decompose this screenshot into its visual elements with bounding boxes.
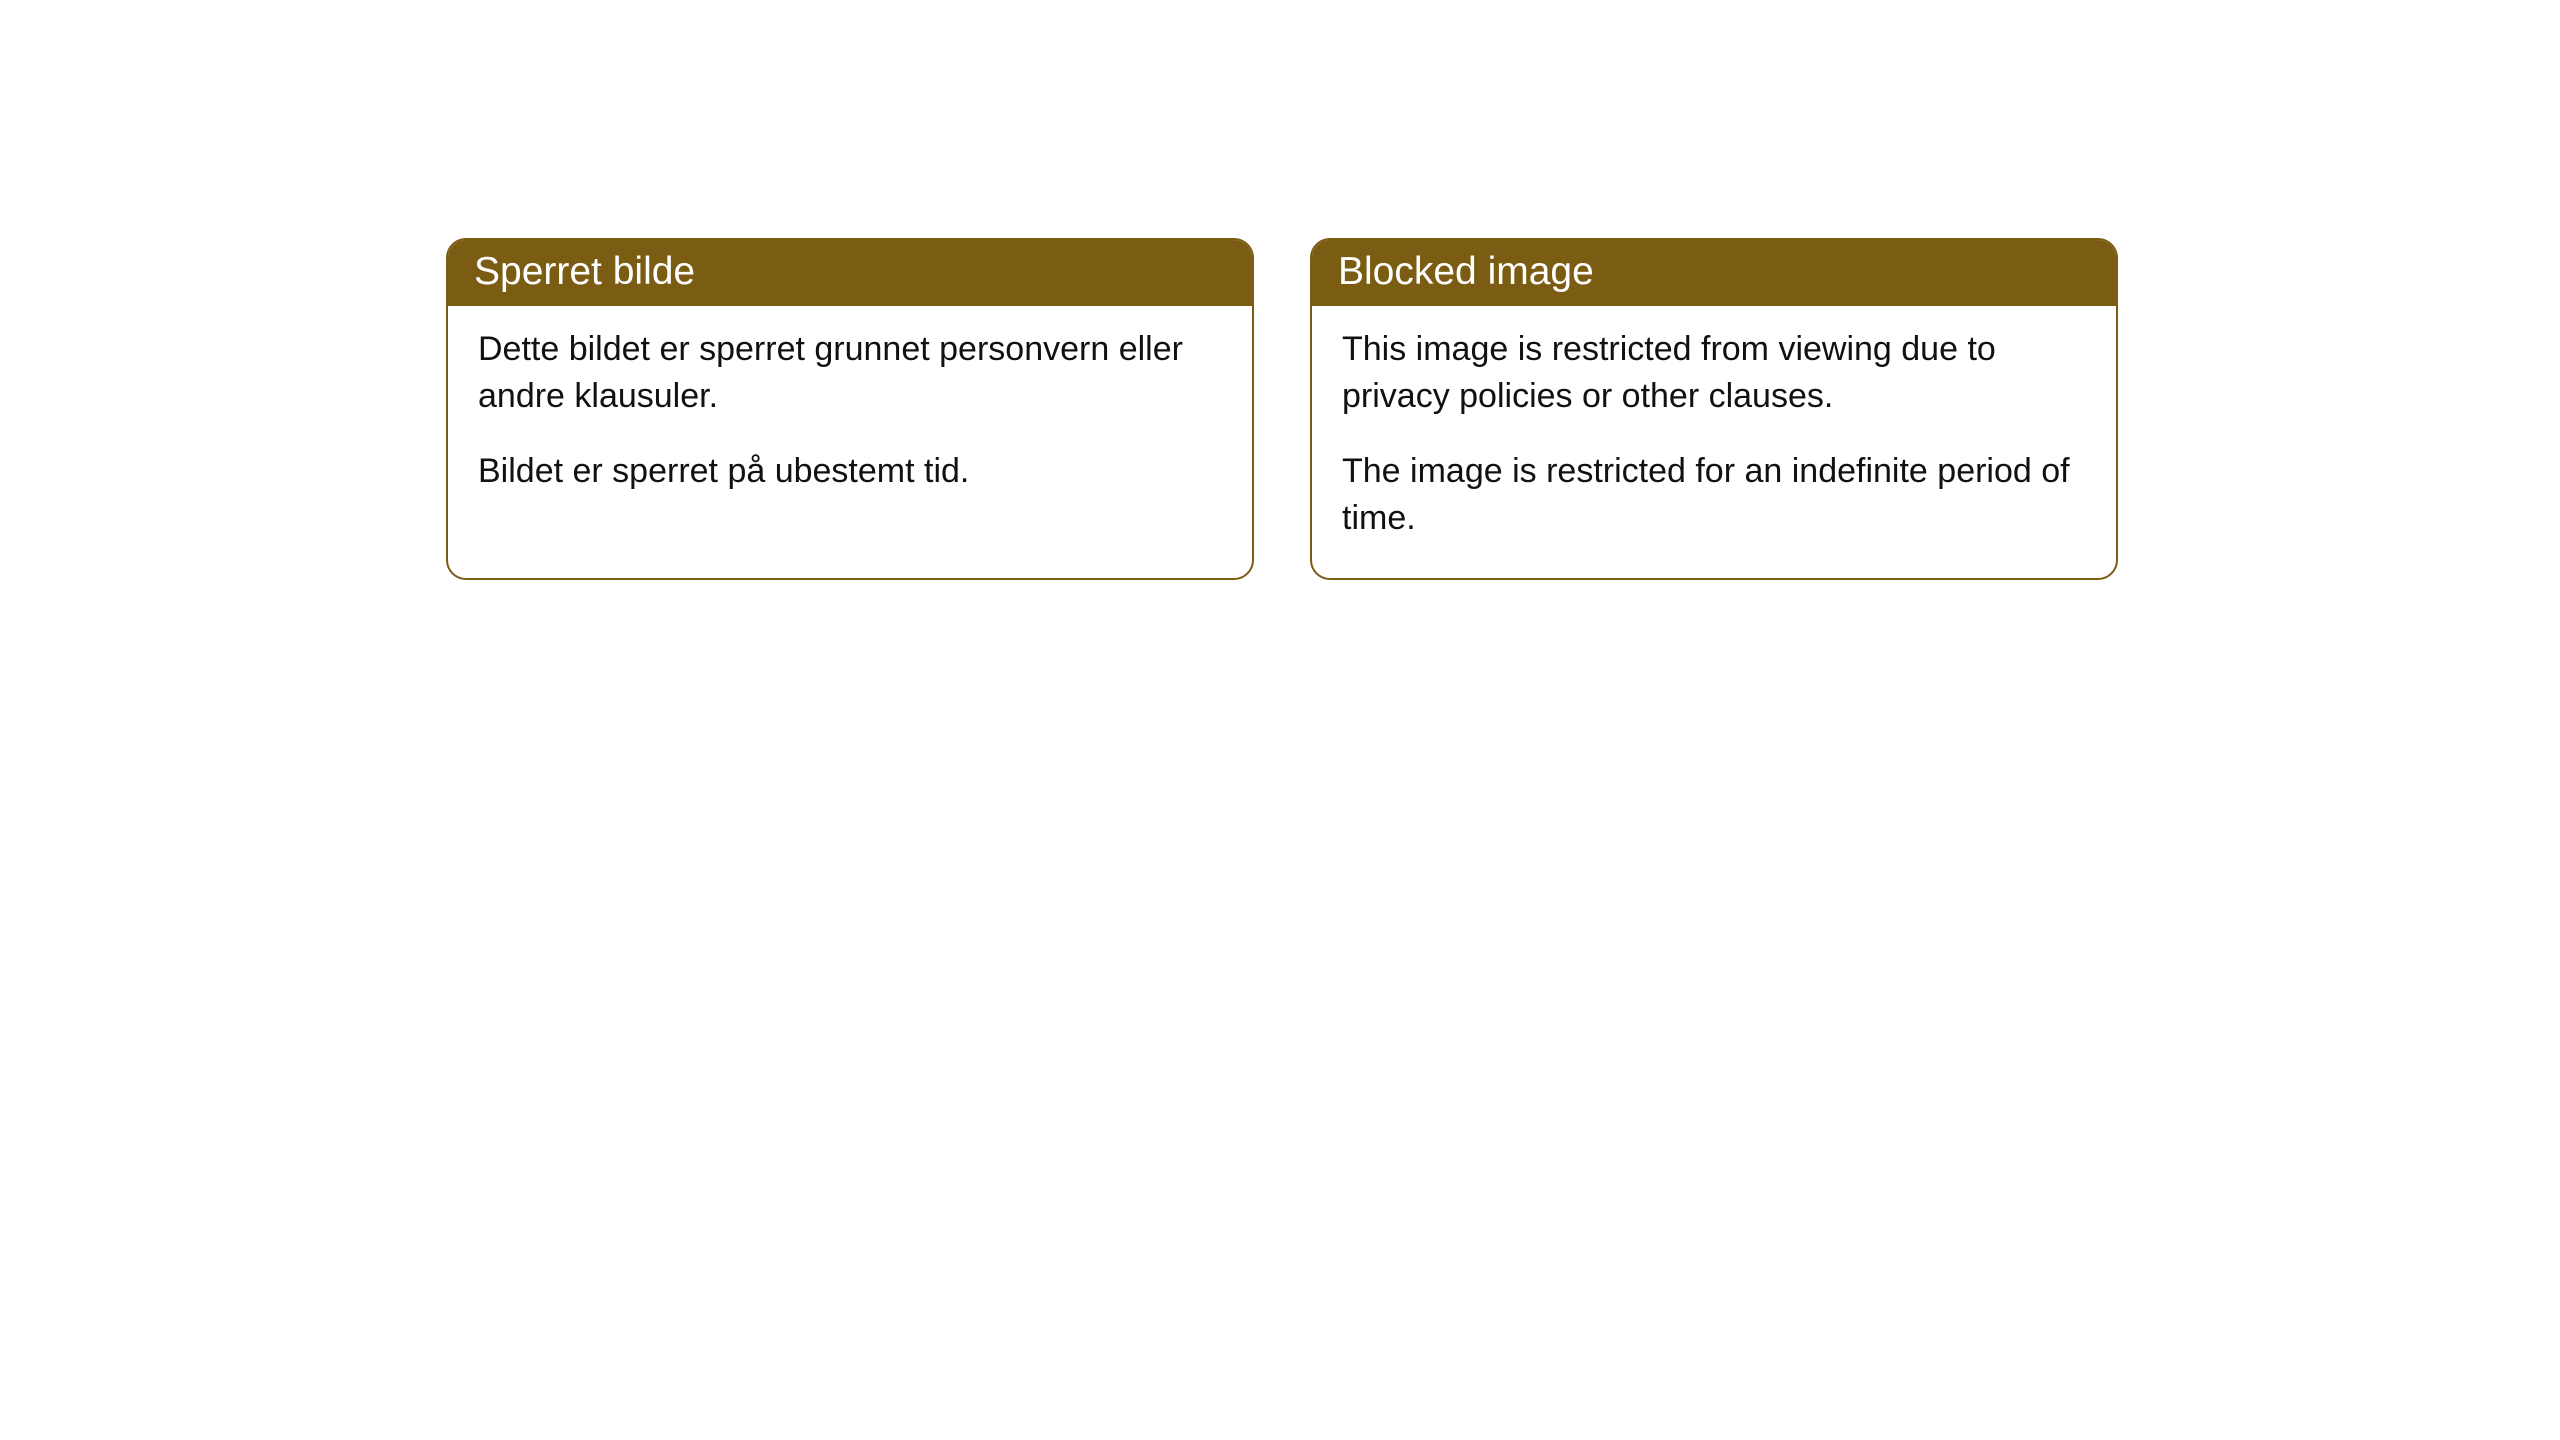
card-body-en: This image is restricted from viewing du… <box>1312 306 2116 578</box>
blocked-image-card-no: Sperret bilde Dette bildet er sperret gr… <box>446 238 1254 580</box>
card-body-no: Dette bildet er sperret grunnet personve… <box>448 306 1252 531</box>
blocked-image-card-en: Blocked image This image is restricted f… <box>1310 238 2118 580</box>
card-para1-en: This image is restricted from viewing du… <box>1342 326 2086 420</box>
card-title-no: Sperret bilde <box>448 240 1252 306</box>
card-para1-no: Dette bildet er sperret grunnet personve… <box>478 326 1222 420</box>
card-para2-no: Bildet er sperret på ubestemt tid. <box>478 448 1222 495</box>
card-title-en: Blocked image <box>1312 240 2116 306</box>
card-para2-en: The image is restricted for an indefinit… <box>1342 448 2086 542</box>
notice-cards-container: Sperret bilde Dette bildet er sperret gr… <box>446 238 2118 580</box>
